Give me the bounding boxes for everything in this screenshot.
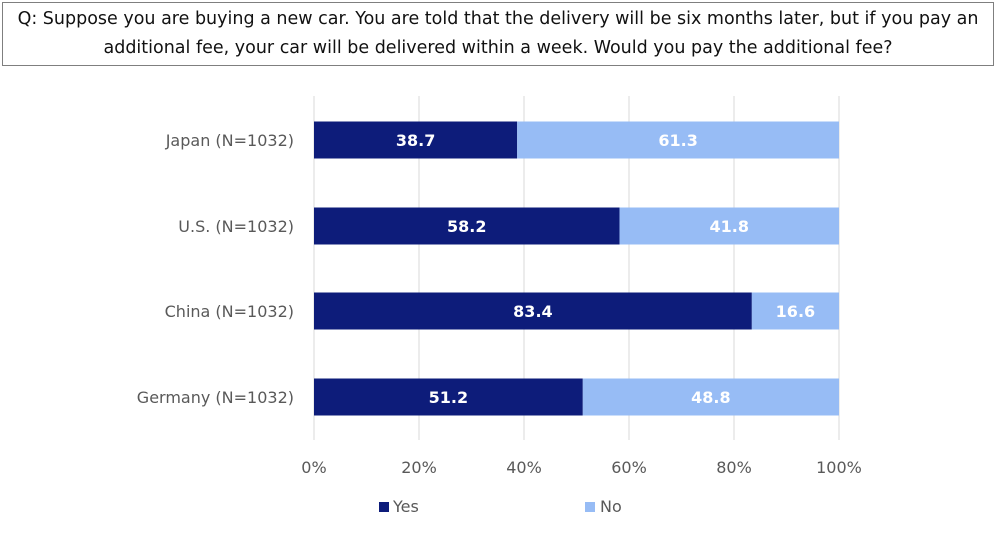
legend-label-no: No [600, 497, 622, 516]
x-tick-label: 80% [716, 458, 752, 477]
data-label: 51.2 [429, 388, 468, 407]
x-tick-label: 20% [401, 458, 437, 477]
x-tick-label: 60% [611, 458, 647, 477]
bar-no [517, 121, 839, 159]
x-tick-label: 0% [301, 458, 326, 477]
category-label: Germany (N=1032) [137, 388, 294, 407]
bar-yes [314, 207, 620, 245]
bar-yes [314, 292, 752, 330]
x-tick-label: 40% [506, 458, 542, 477]
bar-yes [314, 378, 583, 416]
x-tick-label: 100% [816, 458, 862, 477]
data-label: 48.8 [691, 388, 730, 407]
question-text: Q: Suppose you are buying a new car. You… [2, 2, 994, 66]
bar-yes [314, 121, 518, 159]
data-label: 16.6 [776, 302, 815, 321]
data-label: 38.7 [396, 131, 435, 150]
category-label: China (N=1032) [165, 302, 294, 321]
category-label: U.S. (N=1032) [178, 217, 294, 236]
legend-swatch-no [585, 502, 595, 512]
bar-no [619, 207, 839, 245]
legend-swatch-yes [379, 502, 389, 512]
data-label: 83.4 [513, 302, 552, 321]
bar-no [751, 292, 839, 330]
legend-label-yes: Yes [392, 497, 419, 516]
data-label: 58.2 [447, 217, 486, 236]
data-label: 61.3 [658, 131, 697, 150]
category-label: Japan (N=1032) [165, 131, 294, 150]
data-label: 41.8 [710, 217, 749, 236]
bar-no [582, 378, 839, 416]
